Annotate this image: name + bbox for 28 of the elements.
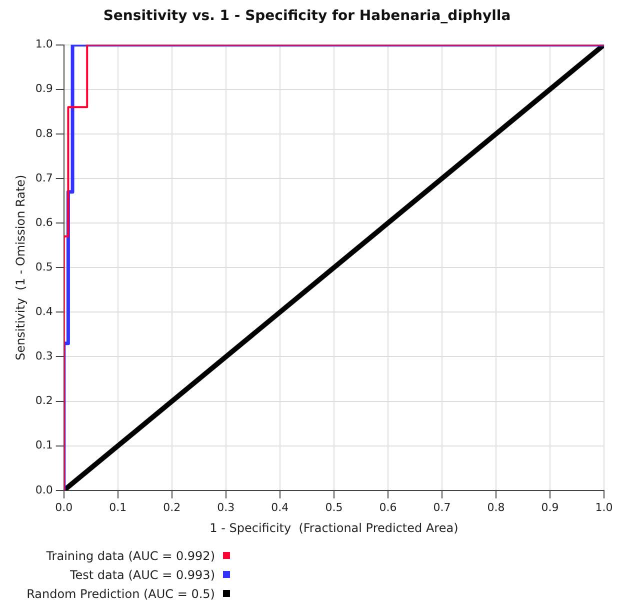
x-tick-label: 0.1 [109,500,127,514]
x-tick-label: 0.6 [379,500,397,514]
legend-label: Training data (AUC = 0.992) [46,548,215,562]
legend-label: Test data (AUC = 0.993) [70,568,215,582]
x-tick-label: 0.2 [163,500,181,514]
y-tick-label: 1.0 [35,38,53,51]
y-tick-label: 0.7 [35,171,53,184]
y-tick-label: 0.1 [35,438,53,452]
x-tick-label: 0.0 [55,500,73,514]
y-tick-label: 0.2 [35,394,53,408]
y-axis-title: Sensitivity (1 - Omission Rate) [13,174,28,360]
legend-label: Random Prediction (AUC = 0.5) [26,586,215,600]
y-tick-label: 0.9 [35,82,53,96]
x-axis-title: 1 - Specificity (Fractional Predicted Area) [210,520,458,535]
y-tick-label: 0.0 [35,483,53,496]
x-tick-label: 0.7 [433,500,451,514]
y-tick-label: 0.8 [35,126,53,140]
x-tick-label: 0.4 [271,500,289,514]
x-tick-label: 0.3 [217,500,235,514]
x-tick-label: 1.0 [595,500,613,514]
chart-title: Sensitivity vs. 1 - Specificity for Habenaria_diphylla [103,8,511,24]
x-tick-label: 0.8 [487,500,505,514]
y-tick-label: 0.4 [35,305,53,318]
y-tick-label: 0.5 [35,260,53,274]
y-tick-label: 0.3 [35,350,53,363]
y-tick-label: 0.6 [35,216,53,229]
x-tick-label: 0.9 [541,500,559,514]
x-tick-label: 0.5 [325,500,343,514]
